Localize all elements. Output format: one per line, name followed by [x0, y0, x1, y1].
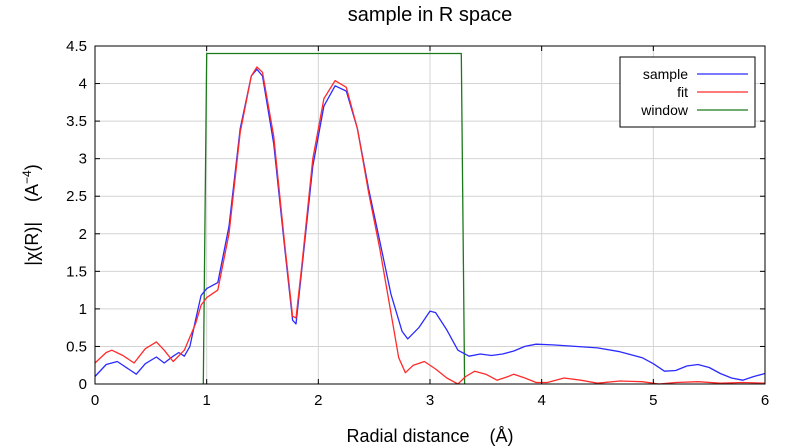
x-tick-label: 3 [426, 392, 434, 409]
legend-label-sample: sample [643, 66, 688, 82]
y-axis-label: |χ(R)| (A−4) [20, 164, 42, 265]
series-window-line [202, 52, 466, 385]
legend-label-window: window [640, 102, 689, 118]
ticks: 0 1 2 3 4 5 6 0 0.5 1 1.5 2 2.5 3 3.5 4 4.5 [66, 38, 769, 409]
y-tick-label: 4.5 [66, 38, 87, 55]
x-tick-label: 1 [202, 392, 210, 409]
y-tick-label: 2 [79, 226, 87, 243]
y-axis-label-exponent: −4 [20, 170, 34, 184]
x-axis-label: Radial distance (Å) [346, 426, 513, 446]
y-tick-label: 0 [79, 376, 87, 393]
y-tick-label: 3 [79, 151, 87, 168]
x-tick-label: 2 [314, 392, 322, 409]
x-tick-label: 5 [649, 392, 657, 409]
y-axis-label-close: ) [22, 164, 42, 170]
y-axis-label-main: |χ(R)| (A [22, 184, 42, 266]
legend: sample fit window [619, 56, 756, 128]
y-tick-label: 1.5 [66, 263, 87, 280]
series-sample-line [94, 68, 766, 381]
legend-label-fit: fit [677, 84, 688, 100]
series-lines [94, 52, 766, 385]
x-tick-label: 6 [761, 392, 769, 409]
series-fit-line [94, 66, 766, 385]
y-tick-label: 2.5 [66, 188, 87, 205]
x-tick-label: 0 [91, 392, 99, 409]
y-tick-label: 4 [79, 76, 87, 93]
y-tick-label: 3.5 [66, 113, 87, 130]
x-tick-label: 4 [537, 392, 545, 409]
chart-title: sample in R space [348, 4, 513, 26]
y-tick-label: 1 [79, 301, 87, 318]
y-tick-label: 0.5 [66, 338, 87, 355]
